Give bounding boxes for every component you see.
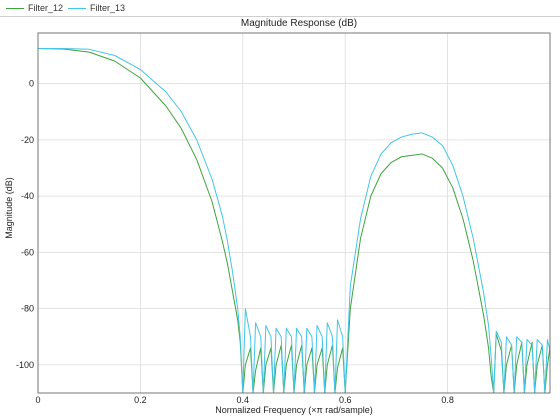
series-group xyxy=(38,47,550,393)
grid xyxy=(38,33,550,393)
legend-item-filter-12[interactable]: Filter_12 xyxy=(6,2,63,14)
series-line-filter-12 xyxy=(38,47,550,393)
ticks: 0 0.2 0.4 0.6 0.8 -100 -80 -60 -40 -20 0 xyxy=(16,79,454,405)
x-tick-label: 0.8 xyxy=(441,395,454,405)
y-axis-label: Magnitude (dB) xyxy=(4,177,14,239)
legend: Filter_12 Filter_13 xyxy=(0,0,560,17)
y-tick-label: -100 xyxy=(16,360,34,370)
legend-swatch-filter-12 xyxy=(6,7,24,9)
x-tick-label: 0.4 xyxy=(237,395,250,405)
x-tick-label: 0 xyxy=(35,395,40,405)
y-tick-label: 0 xyxy=(29,79,34,89)
legend-label-filter-13: Filter_13 xyxy=(90,3,126,13)
x-tick-label: 0.6 xyxy=(339,395,352,405)
legend-label-filter-12: Filter_12 xyxy=(28,3,64,13)
x-axis-label: Normalized Frequency (×π rad/sample) xyxy=(215,405,373,415)
chart-title: Magnitude Response (dB) xyxy=(241,18,357,29)
series-line-filter-13 xyxy=(38,47,550,393)
y-tick-label: -80 xyxy=(21,304,34,314)
plot-frame xyxy=(37,32,551,394)
y-tick-label: -20 xyxy=(21,135,34,145)
x-tick-label: 0.2 xyxy=(134,395,147,405)
legend-item-filter-13[interactable]: Filter_13 xyxy=(68,2,125,14)
y-tick-label: -40 xyxy=(21,191,34,201)
legend-swatch-filter-13 xyxy=(68,7,86,9)
y-tick-label: -60 xyxy=(21,247,34,257)
